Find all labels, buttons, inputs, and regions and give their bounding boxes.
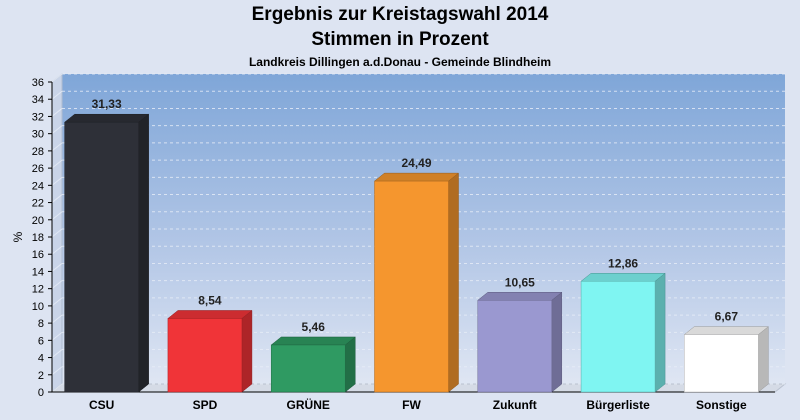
bar-side (138, 113, 149, 393)
y-tick-label: 20 (32, 215, 44, 227)
gridline-side (51, 176, 63, 186)
chart-caption: Landkreis Dillingen a.d.Donau - Gemeinde… (248, 55, 552, 69)
gridline-side (51, 383, 63, 393)
gridline-side (51, 142, 63, 152)
bar-sonstige (683, 326, 770, 393)
bar-side (344, 336, 356, 393)
bar-spd (167, 309, 253, 393)
x-tick-label: GRÜNE (287, 397, 330, 412)
gridline-side (51, 211, 63, 221)
y-tick-label: 0 (38, 387, 44, 399)
gridline-side (51, 263, 63, 272)
data-label: 6,67 (715, 310, 739, 324)
gridline-side (51, 245, 63, 255)
bar (167, 318, 243, 393)
gridline-side (51, 297, 63, 307)
data-label: 12,86 (608, 256, 638, 270)
y-tick-label: 2 (38, 370, 44, 382)
gridline-side (51, 108, 63, 117)
y-tick-label: 14 (32, 266, 44, 278)
bar (477, 300, 553, 393)
gridline-side (51, 331, 63, 341)
bar-zukunft (477, 291, 563, 393)
y-axis-label: % (11, 231, 25, 242)
x-tick-label: Zukunft (493, 398, 537, 412)
bar-top (167, 310, 253, 319)
bar-top (63, 113, 150, 123)
bar (580, 281, 656, 393)
y-tick-label: 36 (32, 77, 44, 89)
y-tick-label: 24 (32, 180, 44, 192)
gridline-side (51, 194, 63, 203)
y-tick-label: 12 (32, 284, 44, 296)
y-tick-label: 28 (32, 146, 44, 158)
bar-side (758, 326, 769, 393)
data-label: 24,49 (401, 156, 431, 170)
chart-subtitle: Stimmen in Prozent (311, 29, 489, 50)
gridline-side (51, 366, 63, 376)
y-tick-label: 10 (32, 301, 44, 313)
bar (374, 180, 449, 393)
y-tick-label: 16 (32, 249, 44, 261)
bar-fw (373, 172, 460, 393)
bar (684, 334, 759, 393)
gridline-side (51, 228, 63, 238)
gridline-side (51, 159, 63, 169)
bar-top (373, 172, 460, 182)
y-tick-label: 8 (38, 318, 44, 330)
x-tick-label: Sonstige (696, 398, 747, 412)
x-tick-label: SPD (193, 398, 218, 412)
x-tick-label: FW (402, 398, 421, 412)
bar-side (448, 172, 459, 393)
gridline-side (51, 125, 63, 135)
y-tick-label: 22 (32, 198, 44, 210)
bar-csu (63, 113, 150, 393)
y-tick-label: 6 (38, 335, 44, 347)
y-tick-label: 30 (32, 129, 44, 141)
gridline-side (51, 314, 63, 324)
y-tick-label: 32 (32, 111, 44, 123)
y-tick-label: 4 (38, 353, 44, 365)
data-label: 10,65 (505, 275, 535, 289)
bar-top (477, 292, 563, 301)
bar-bürgerliste (580, 272, 666, 393)
bar-grüne (270, 336, 356, 393)
chart-title: Ergebnis zur Kreistagswahl 2014 (251, 4, 549, 25)
bar-top (270, 336, 356, 346)
y-tick-label: 26 (32, 163, 44, 175)
data-label: 5,46 (302, 320, 326, 334)
bar-top (580, 273, 666, 282)
gridline-side (51, 73, 63, 83)
x-tick-label: CSU (89, 398, 114, 412)
bar-top (683, 326, 770, 335)
y-tick-label: 34 (32, 94, 44, 106)
bar (270, 344, 346, 393)
gridline-side (51, 90, 63, 100)
bar (64, 121, 139, 393)
y-tick-label: 18 (32, 232, 44, 244)
gridline-side (51, 280, 63, 290)
gridline-side (51, 349, 63, 358)
data-label: 8,54 (198, 293, 222, 307)
bar-side (654, 272, 666, 393)
bar-side (551, 291, 563, 393)
bar-side (241, 309, 253, 393)
x-tick-label: Bürgerliste (586, 398, 650, 412)
data-label: 31,33 (92, 97, 122, 111)
